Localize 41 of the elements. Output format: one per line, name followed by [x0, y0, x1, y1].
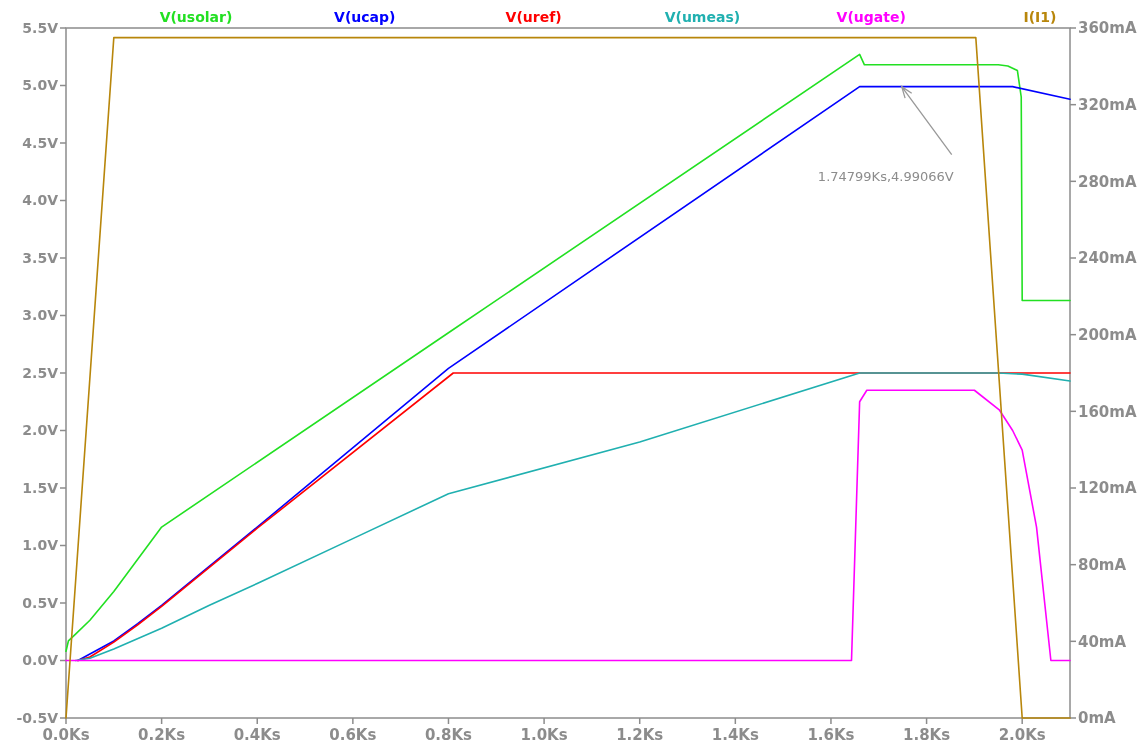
- x-tick-label: 1.6Ks: [807, 726, 855, 744]
- y-tick-label: -0.5V: [16, 709, 59, 726]
- y-tick-label: 3.5V: [22, 249, 59, 266]
- x-tick-label: 1.4Ks: [711, 726, 759, 744]
- annotation: 1.74799Ks,4.99066V: [817, 168, 954, 184]
- x-tick-label: 1.8Ks: [903, 726, 951, 744]
- y-tick-label: 0.5V: [22, 594, 59, 611]
- y2-tick-label: 320mA: [1078, 95, 1137, 114]
- y-tick-label: 1.5V: [22, 479, 59, 496]
- text: V(usolar): [159, 9, 233, 25]
- y2-tick-label: 40mA: [1078, 632, 1127, 651]
- x-tick-label: 0.2Ks: [138, 726, 186, 744]
- text: V(umeas): [664, 9, 741, 25]
- y2-tick-label: 280mA: [1078, 172, 1137, 191]
- y-tick-label: 0.0V: [22, 652, 59, 669]
- x-tick-label: 2.0Ks: [998, 726, 1046, 744]
- y2-tick-label: 200mA: [1078, 325, 1137, 344]
- text: V(uref): [505, 9, 562, 25]
- y-tick-label: 2.5V: [22, 364, 59, 381]
- x-tick-label: 0.6Ks: [329, 726, 377, 744]
- y2-tick-label: 160mA: [1078, 402, 1137, 421]
- y-tick-label: 3.0V: [22, 307, 59, 324]
- x-tick-label: 1.0Ks: [520, 726, 568, 744]
- y-tick-label: 5.0V: [22, 77, 59, 94]
- y2-tick-label: 240mA: [1078, 249, 1137, 268]
- text: I(I1): [1023, 9, 1057, 25]
- y2-tick-label: 120mA: [1078, 479, 1137, 498]
- y-tick-label: 5.5V: [22, 19, 59, 36]
- y-tick-label: 2.0V: [22, 422, 59, 439]
- text: V(ucap): [334, 9, 396, 25]
- y2-tick-label: 0mA: [1078, 709, 1117, 728]
- x-tick-label: 0.0Ks: [42, 726, 90, 744]
- y-tick-label: 4.0V: [22, 192, 59, 209]
- text: V(ugate): [836, 9, 906, 25]
- x-tick-label: 0.8Ks: [424, 726, 473, 744]
- y2-tick-label: 80mA: [1078, 555, 1127, 574]
- x-tick-label: 0.4Ks: [233, 726, 281, 744]
- y-tick-label: 1.0V: [22, 537, 59, 554]
- x-tick-label: 1.2Ks: [616, 726, 664, 744]
- y2-tick-label: 360mA: [1078, 19, 1137, 38]
- y-tick-label: 4.5V: [22, 134, 59, 151]
